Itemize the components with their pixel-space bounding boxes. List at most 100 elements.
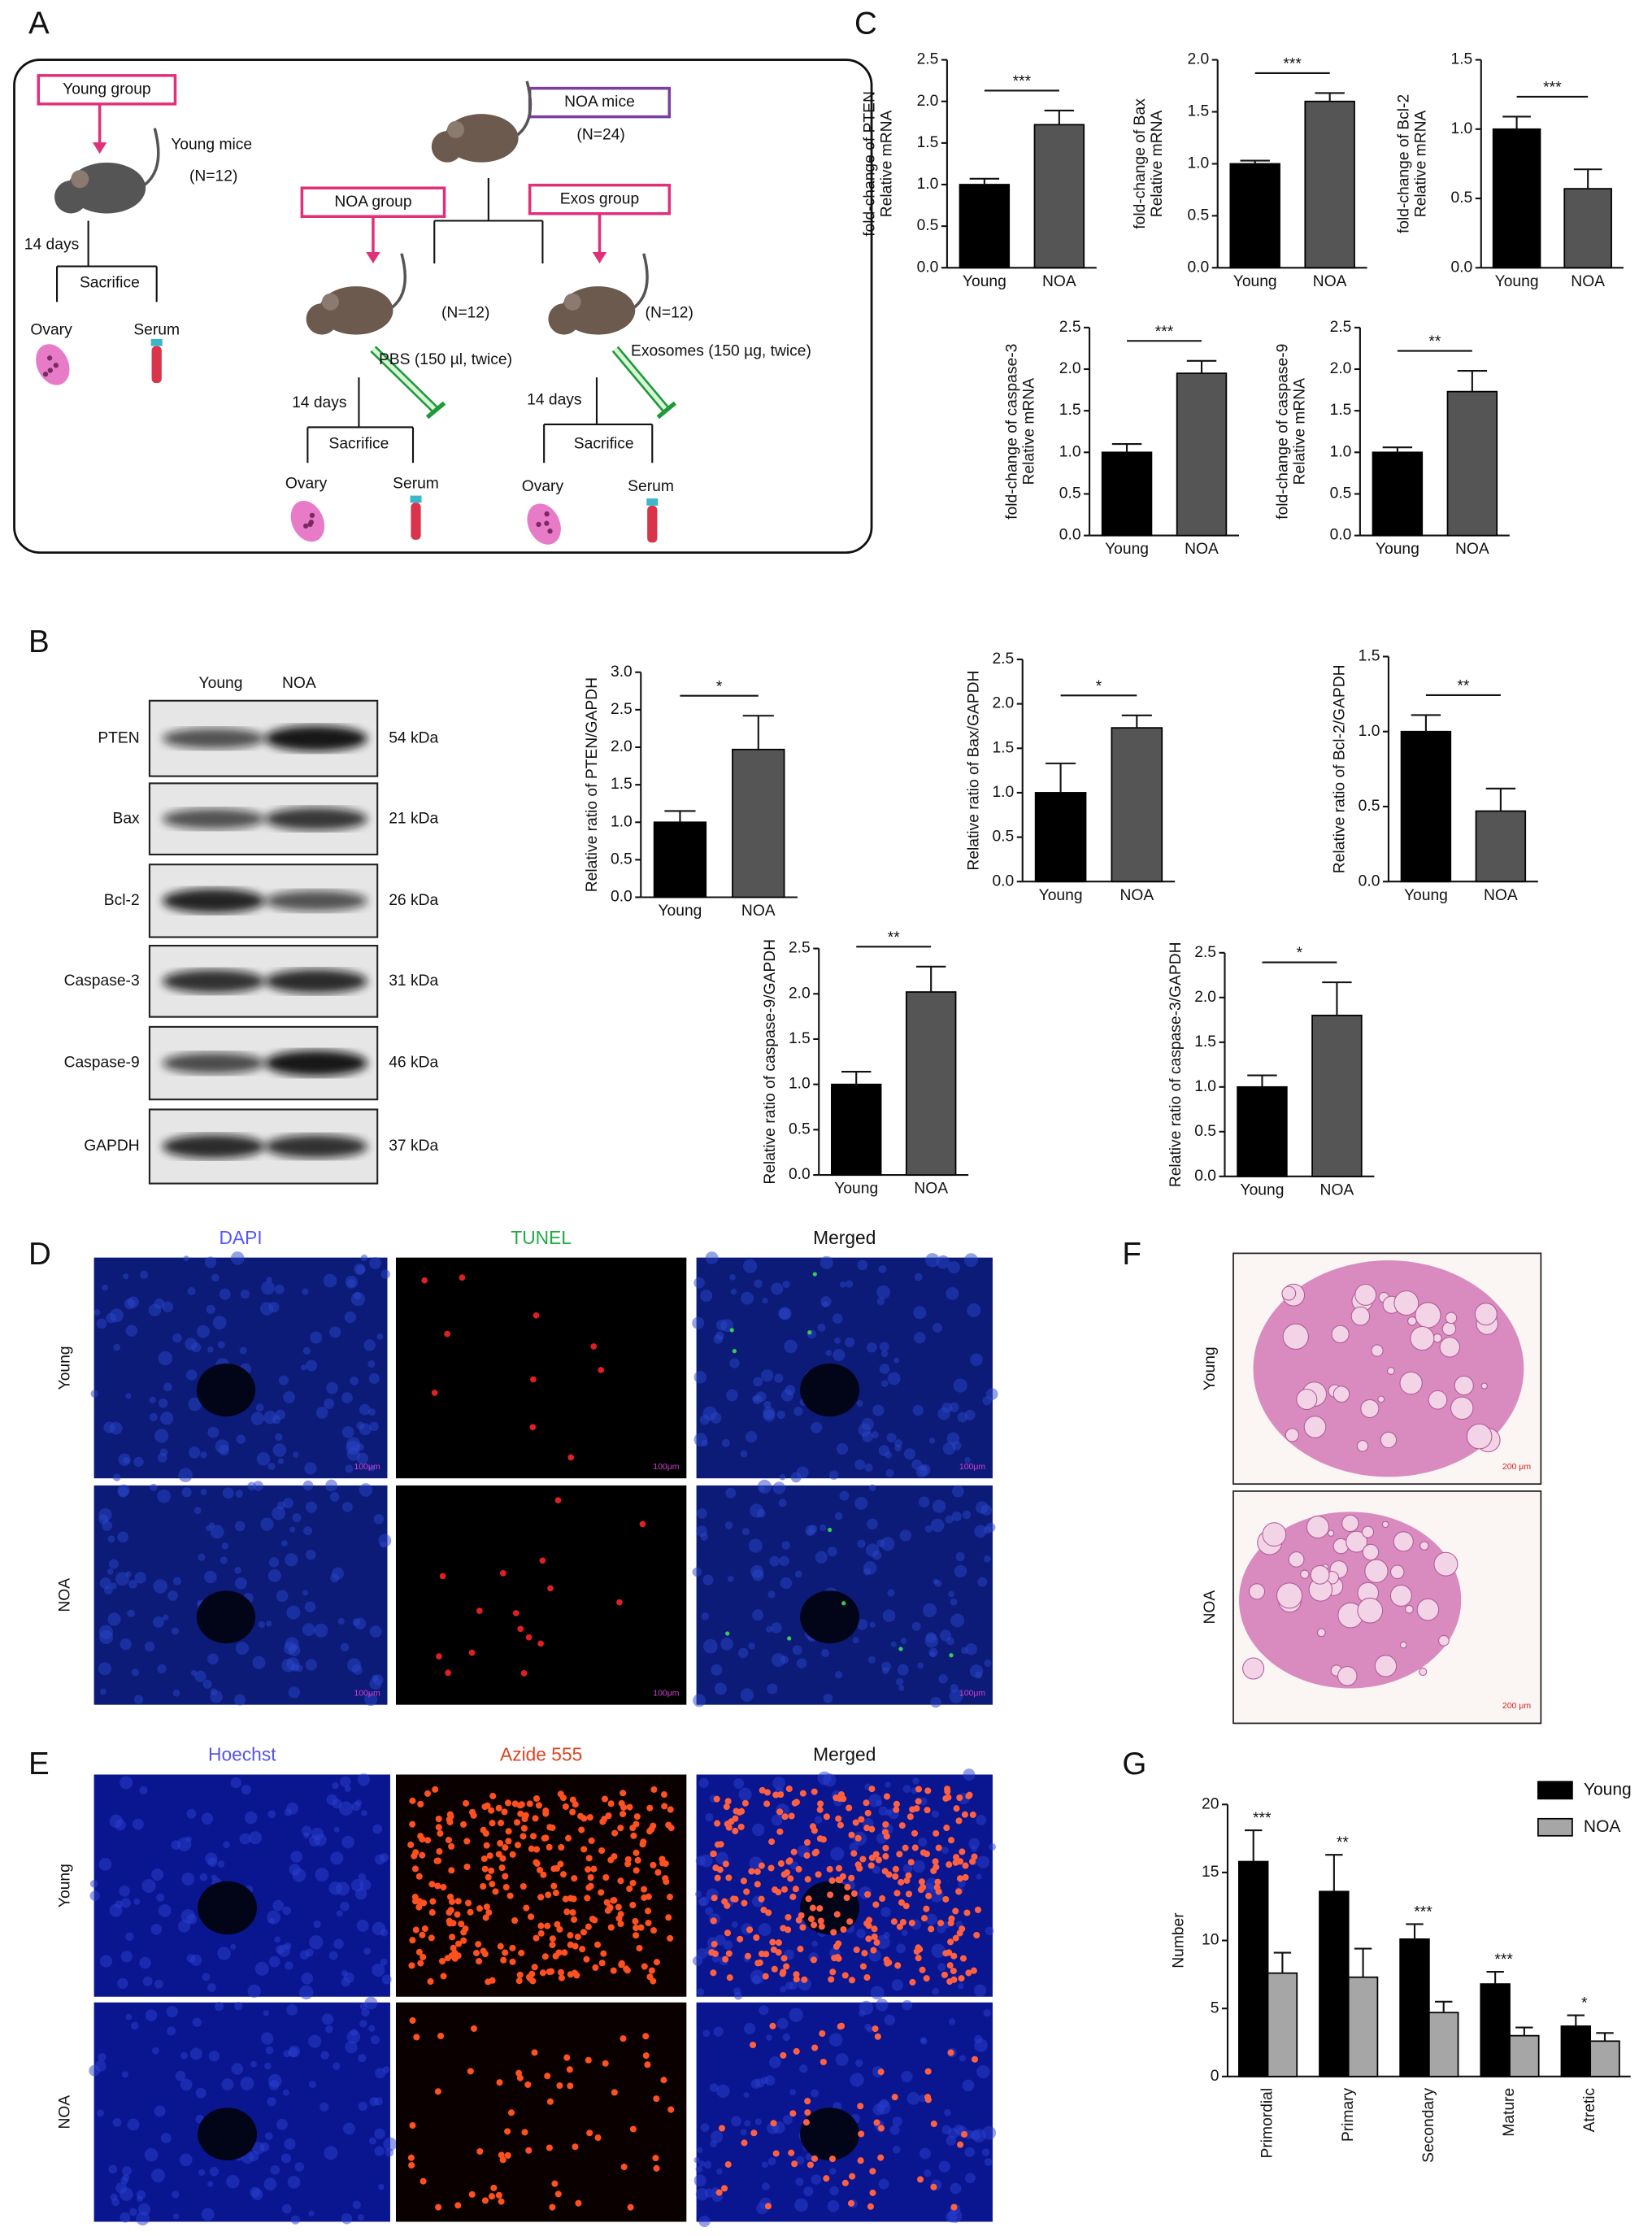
nucleus [198, 2169, 206, 2176]
nucleus [102, 1520, 113, 1531]
nucleus [189, 2047, 202, 2060]
nucleus [250, 2060, 257, 2068]
nucleus [369, 2137, 376, 2145]
signal-dot [542, 1834, 550, 1842]
nucleus [90, 1390, 98, 1398]
nucleus [878, 1806, 888, 1816]
signal-dot [811, 1850, 819, 1857]
signal-dot [481, 1865, 489, 1873]
y-tick-label: 2.5 [917, 51, 939, 68]
signal-dot [435, 1815, 442, 1823]
signal-dot [882, 1844, 889, 1851]
signal-dot [843, 1894, 850, 1902]
signal-dot [923, 1975, 930, 1982]
signal-dot [848, 1874, 855, 1881]
nucleus [166, 2005, 178, 2018]
signal-dot [816, 1835, 824, 1842]
label: Caspase-9 [64, 1055, 140, 1072]
y-tick-label: 0.0 [1059, 527, 1081, 544]
nucleus [344, 1312, 357, 1324]
nucleus [139, 1786, 148, 1795]
nucleus [187, 1287, 196, 1296]
signal-dot [729, 1328, 734, 1333]
label: Sacrifice [80, 275, 140, 292]
signal-dot [539, 1969, 546, 1977]
nucleus [167, 2026, 176, 2036]
nucleus [702, 1574, 714, 1586]
nucleus [263, 2010, 270, 2016]
signal-dot [768, 1838, 776, 1846]
signal-dot [437, 1829, 444, 1837]
signal-dot [754, 1868, 761, 1875]
signal-dot [516, 1802, 524, 1809]
nucleus [255, 1403, 264, 1412]
label: PTEN [98, 729, 139, 746]
nucleus [201, 1812, 214, 1825]
signal-dot [520, 1882, 527, 1890]
nucleus [830, 1847, 845, 1861]
follicle [1357, 1597, 1384, 1624]
ovary-dot [536, 521, 541, 528]
signal-dot [960, 2130, 968, 2138]
nucleus [939, 1629, 952, 1642]
signal-dot [586, 2129, 593, 2137]
signal-dot [617, 1920, 624, 1928]
signal-dot [776, 1808, 784, 1816]
signal-dot [917, 1886, 924, 1894]
signal-dot [476, 1958, 483, 1965]
signal-dot [776, 1828, 784, 1835]
bar [1492, 128, 1541, 269]
signal-dot [915, 1955, 922, 1962]
nucleus [320, 2051, 329, 2060]
nucleus [705, 1907, 714, 1916]
label: NOA [282, 675, 316, 692]
nucleus [120, 1951, 133, 1963]
nucleus [700, 2123, 710, 2132]
bar [1229, 163, 1280, 269]
nucleus [779, 1555, 789, 1567]
nucleus [263, 2177, 277, 2191]
signal-dot [642, 2033, 650, 2040]
signal-dot [611, 1829, 619, 1837]
nucleus [125, 1932, 134, 1941]
nucleus [189, 1446, 201, 1459]
scale-bar: 100μm [354, 1688, 380, 1698]
signal-dot [959, 1925, 966, 1933]
nucleus [827, 2199, 840, 2212]
nucleus [924, 1525, 933, 1533]
nucleus [372, 1963, 385, 1977]
signal-dot [872, 1901, 880, 1908]
nucleus [780, 1577, 793, 1590]
signal-dot [801, 1976, 808, 1983]
y-tick-label: 0.0 [1187, 259, 1209, 276]
nucleus [919, 1496, 930, 1507]
nucleus [918, 1837, 928, 1847]
legend-swatch [1537, 1817, 1573, 1837]
nucleus [714, 1682, 727, 1695]
signal-dot [961, 1811, 969, 1818]
y-tick-label: 2.5 [611, 701, 633, 718]
signal-dot [555, 1949, 563, 1956]
signal-dot [556, 2082, 563, 2090]
signal-dot [871, 1933, 878, 1941]
signal-dot [417, 1960, 424, 1967]
signal-dot [867, 1862, 875, 1869]
nucleus [207, 1346, 214, 1353]
signal-dot [592, 1964, 599, 1971]
signal-dot [812, 1272, 817, 1277]
y-tick-label: 0.5 [1187, 207, 1209, 224]
y-tick-label: 2.0 [992, 695, 1014, 712]
label: Serum [393, 476, 439, 493]
nucleus [293, 1451, 299, 1458]
y-tick-label: 1.0 [1059, 443, 1081, 460]
nucleus [941, 1847, 949, 1855]
nucleus [693, 1694, 706, 1707]
signal-dot [662, 1875, 669, 1882]
label: NOA [57, 1578, 74, 1612]
nucleus [984, 1660, 992, 1668]
signal-dot [615, 1915, 623, 1922]
signal-dot [516, 1971, 524, 1978]
signal-dot [934, 1878, 941, 1886]
nucleus [374, 2146, 385, 2156]
y-axis-label: Relative ratio of caspase-3/GAPDH [1167, 942, 1185, 1187]
